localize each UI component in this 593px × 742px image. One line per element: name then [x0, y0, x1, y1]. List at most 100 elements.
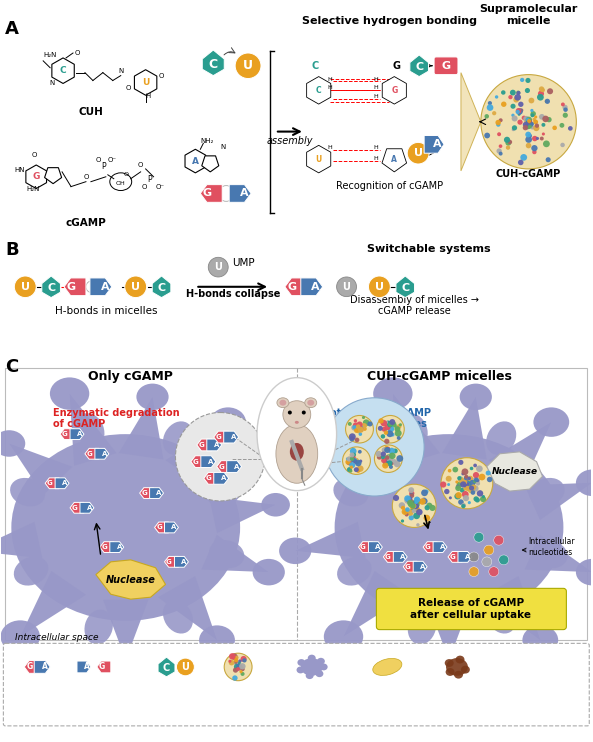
Text: A: A — [420, 564, 425, 570]
Circle shape — [514, 97, 519, 102]
Circle shape — [393, 424, 397, 427]
Circle shape — [377, 454, 382, 459]
Circle shape — [527, 121, 533, 128]
Text: A: A — [62, 480, 67, 486]
Circle shape — [356, 424, 361, 429]
Polygon shape — [202, 156, 219, 172]
Text: G: G — [405, 564, 410, 570]
Circle shape — [381, 447, 387, 453]
Circle shape — [234, 661, 237, 665]
Circle shape — [389, 453, 396, 459]
Circle shape — [461, 504, 466, 508]
Circle shape — [412, 509, 416, 513]
Circle shape — [409, 487, 414, 493]
Text: C: C — [209, 58, 218, 70]
Circle shape — [492, 111, 496, 115]
Circle shape — [457, 476, 461, 480]
Circle shape — [522, 125, 528, 131]
Circle shape — [454, 493, 461, 499]
Circle shape — [535, 123, 539, 128]
Circle shape — [410, 503, 416, 508]
Ellipse shape — [210, 407, 246, 437]
Polygon shape — [52, 58, 74, 83]
Circle shape — [546, 117, 551, 122]
Ellipse shape — [81, 503, 91, 513]
Ellipse shape — [253, 559, 285, 585]
Polygon shape — [96, 560, 165, 599]
Circle shape — [229, 660, 234, 666]
Circle shape — [525, 88, 530, 93]
Circle shape — [475, 498, 480, 502]
Circle shape — [522, 116, 526, 120]
Circle shape — [397, 424, 401, 429]
Ellipse shape — [279, 400, 286, 406]
Ellipse shape — [407, 142, 429, 164]
Circle shape — [466, 481, 469, 485]
Circle shape — [405, 510, 410, 514]
Ellipse shape — [461, 666, 470, 674]
Polygon shape — [191, 456, 206, 467]
Circle shape — [496, 122, 500, 127]
Circle shape — [385, 454, 392, 461]
Circle shape — [413, 500, 416, 503]
Circle shape — [343, 447, 371, 474]
Text: G: G — [216, 434, 221, 440]
Circle shape — [463, 481, 469, 487]
Ellipse shape — [333, 478, 368, 507]
Text: O: O — [158, 73, 164, 79]
Ellipse shape — [308, 654, 315, 662]
Circle shape — [236, 667, 240, 671]
Circle shape — [458, 499, 464, 505]
Circle shape — [361, 423, 366, 430]
Text: G: G — [72, 505, 77, 510]
Circle shape — [482, 557, 492, 567]
Text: CUH-cGAMP: CUH-cGAMP — [496, 168, 561, 179]
Circle shape — [472, 485, 479, 492]
Circle shape — [473, 480, 477, 483]
Circle shape — [409, 490, 415, 496]
Circle shape — [458, 460, 464, 465]
Polygon shape — [307, 145, 331, 173]
Circle shape — [539, 114, 545, 119]
Circle shape — [568, 126, 573, 131]
Circle shape — [449, 496, 452, 499]
Polygon shape — [164, 522, 178, 533]
Ellipse shape — [37, 662, 47, 672]
Circle shape — [389, 465, 393, 469]
Polygon shape — [97, 661, 111, 673]
Circle shape — [393, 422, 396, 425]
Circle shape — [527, 121, 531, 125]
Polygon shape — [227, 461, 241, 473]
Circle shape — [240, 670, 243, 673]
Text: G: G — [193, 459, 199, 464]
Ellipse shape — [576, 559, 593, 585]
Circle shape — [357, 426, 364, 433]
Ellipse shape — [533, 540, 568, 568]
Circle shape — [232, 656, 236, 659]
Text: OH: OH — [116, 180, 126, 186]
Circle shape — [386, 421, 390, 425]
Circle shape — [547, 88, 553, 94]
Circle shape — [235, 665, 241, 671]
Polygon shape — [383, 551, 397, 562]
Circle shape — [415, 501, 418, 504]
Polygon shape — [185, 149, 206, 173]
Circle shape — [474, 478, 479, 482]
Polygon shape — [77, 661, 91, 673]
Polygon shape — [20, 571, 86, 637]
Polygon shape — [164, 556, 178, 567]
Circle shape — [462, 491, 468, 498]
Polygon shape — [482, 576, 540, 640]
Text: G: G — [26, 663, 33, 672]
Circle shape — [543, 140, 550, 147]
Text: Intracellular space: Intracellular space — [15, 633, 99, 642]
Circle shape — [561, 102, 565, 106]
Text: H: H — [146, 93, 151, 99]
Ellipse shape — [373, 378, 413, 410]
Circle shape — [463, 487, 467, 490]
Text: G: G — [66, 282, 76, 292]
FancyBboxPatch shape — [377, 588, 566, 630]
Circle shape — [377, 416, 404, 443]
Text: O: O — [31, 152, 37, 158]
Circle shape — [393, 448, 398, 453]
